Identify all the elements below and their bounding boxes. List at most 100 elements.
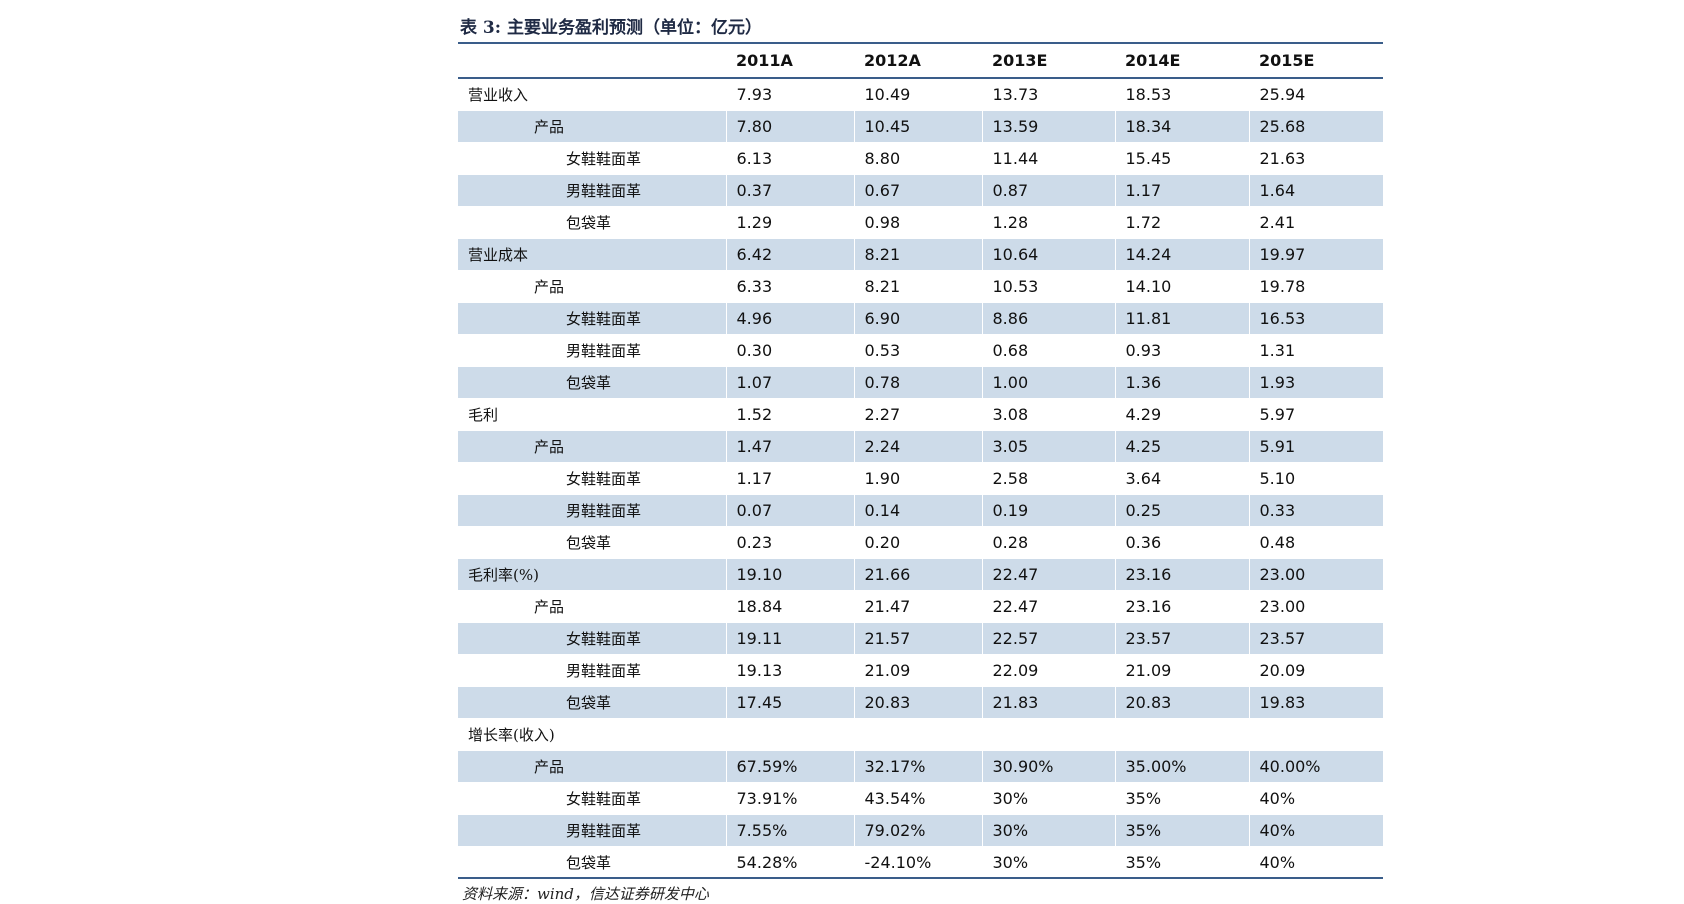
value-cell-2011a: 19.13 [725, 654, 854, 687]
table-body: 营业收入 7.93 10.49 13.73 18.53 25.94 产品 7.80 10.45 1… [458, 78, 1383, 879]
table-row: 女鞋鞋面革 6.13 8.80 11.44 15.45 21.63 [458, 142, 1383, 175]
value-cell-2011a: 17.45 [725, 686, 854, 719]
table-row: 产品 1.47 2.24 3.05 4.25 5.91 [458, 430, 1383, 463]
table-row: 增长率(收入) [458, 718, 1383, 751]
value-cell-2013e: 21.83 [981, 686, 1115, 719]
value-cell-2011a: 7.93 [725, 78, 854, 111]
table-row: 包袋革 17.45 20.83 21.83 20.83 19.83 [458, 686, 1383, 719]
value-cell-2014e: 35% [1114, 846, 1249, 879]
value-cell-2015e: 40.00% [1248, 750, 1383, 783]
value-cell-2011a: 1.07 [725, 366, 854, 399]
value-cell-2014e: 3.64 [1114, 462, 1249, 495]
value-cell-2014e: 35% [1114, 782, 1249, 815]
value-cell-2011a: 1.29 [725, 206, 854, 239]
table-row: 包袋革 54.28% -24.10% 30% 35% 40% [458, 846, 1383, 879]
value-cell-2013e [981, 718, 1115, 751]
value-cell-2011a: 1.52 [725, 398, 854, 431]
row-label: 产品 [458, 750, 726, 783]
value-cell-2015e: 40% [1248, 814, 1383, 847]
row-label: 包袋革 [458, 206, 726, 239]
table-row: 男鞋鞋面革 19.13 21.09 22.09 21.09 20.09 [458, 654, 1383, 687]
value-cell-2015e: 2.41 [1248, 206, 1383, 239]
value-cell-2013e: 13.73 [981, 78, 1115, 111]
value-cell-2012a: 0.14 [853, 494, 982, 527]
value-cell-2014e: 23.57 [1114, 622, 1249, 655]
value-cell-2014e: 0.36 [1114, 526, 1249, 559]
value-cell-2013e: 0.87 [981, 174, 1115, 207]
table-row: 营业成本 6.42 8.21 10.64 14.24 19.97 [458, 238, 1383, 271]
value-cell-2015e: 23.57 [1248, 622, 1383, 655]
row-label: 营业成本 [458, 238, 726, 271]
value-cell-2013e: 22.57 [981, 622, 1115, 655]
value-cell-2015e: 1.64 [1248, 174, 1383, 207]
value-cell-2015e: 23.00 [1248, 558, 1383, 591]
row-label: 男鞋鞋面革 [458, 334, 726, 367]
header-row: 2011A 2012A 2013E 2014E 2015E [458, 44, 1383, 79]
value-cell-2012a: 79.02% [853, 814, 982, 847]
value-cell-2015e: 0.48 [1248, 526, 1383, 559]
value-cell-2013e: 1.00 [981, 366, 1115, 399]
value-cell-2011a: 6.42 [725, 238, 854, 271]
value-cell-2012a: 8.21 [853, 238, 982, 271]
table-row: 包袋革 1.29 0.98 1.28 1.72 2.41 [458, 206, 1383, 239]
value-cell-2015e: 40% [1248, 846, 1383, 879]
value-cell-2012a: 8.80 [853, 142, 982, 175]
value-cell-2015e: 19.78 [1248, 270, 1383, 303]
value-cell-2014e [1114, 718, 1249, 751]
value-cell-2015e: 40% [1248, 782, 1383, 815]
value-cell-2011a: 1.17 [725, 462, 854, 495]
value-cell-2014e: 35.00% [1114, 750, 1249, 783]
value-cell-2013e: 22.47 [981, 558, 1115, 591]
value-cell-2012a: 1.90 [853, 462, 982, 495]
row-label: 男鞋鞋面革 [458, 654, 726, 687]
table-row: 女鞋鞋面革 4.96 6.90 8.86 11.81 16.53 [458, 302, 1383, 335]
value-cell-2013e: 2.58 [981, 462, 1115, 495]
table-row: 包袋革 1.07 0.78 1.00 1.36 1.93 [458, 366, 1383, 399]
value-cell-2013e: 1.28 [981, 206, 1115, 239]
value-cell-2015e: 16.53 [1248, 302, 1383, 335]
row-label: 毛利率(%) [458, 558, 726, 591]
header-cell-2012a: 2012A [854, 44, 982, 79]
value-cell-2011a [725, 718, 854, 751]
value-cell-2013e: 22.09 [981, 654, 1115, 687]
row-label: 女鞋鞋面革 [458, 462, 726, 495]
value-cell-2012a: -24.10% [853, 846, 982, 879]
row-label: 包袋革 [458, 846, 726, 879]
value-cell-2014e: 4.25 [1114, 430, 1249, 463]
value-cell-2012a: 21.09 [853, 654, 982, 687]
row-label: 女鞋鞋面革 [458, 782, 726, 815]
row-label: 产品 [458, 110, 726, 143]
value-cell-2011a: 0.30 [725, 334, 854, 367]
value-cell-2014e: 14.24 [1114, 238, 1249, 271]
table-row: 毛利率(%) 19.10 21.66 22.47 23.16 23.00 [458, 558, 1383, 591]
title-rule [458, 42, 1383, 44]
value-cell-2012a: 0.78 [853, 366, 982, 399]
value-cell-2014e: 15.45 [1114, 142, 1249, 175]
value-cell-2012a: 0.67 [853, 174, 982, 207]
header-cell-2013e: 2013E [982, 44, 1115, 79]
value-cell-2014e: 14.10 [1114, 270, 1249, 303]
value-cell-2015e: 25.94 [1248, 78, 1383, 111]
table-row: 产品 67.59% 32.17% 30.90% 35.00% 40.00% [458, 750, 1383, 783]
value-cell-2013e: 0.19 [981, 494, 1115, 527]
value-cell-2013e: 0.68 [981, 334, 1115, 367]
value-cell-2011a: 67.59% [725, 750, 854, 783]
source-note: 资料来源：wind，信达证券研发中心 [462, 885, 709, 903]
value-cell-2012a: 21.47 [853, 590, 982, 623]
value-cell-2015e: 0.33 [1248, 494, 1383, 527]
value-cell-2014e: 1.36 [1114, 366, 1249, 399]
table-row: 产品 18.84 21.47 22.47 23.16 23.00 [458, 590, 1383, 623]
table-row: 女鞋鞋面革 19.11 21.57 22.57 23.57 23.57 [458, 622, 1383, 655]
value-cell-2011a: 19.11 [725, 622, 854, 655]
row-label: 女鞋鞋面革 [458, 142, 726, 175]
table-row: 包袋革 0.23 0.20 0.28 0.36 0.48 [458, 526, 1383, 559]
value-cell-2013e: 22.47 [981, 590, 1115, 623]
value-cell-2015e: 1.93 [1248, 366, 1383, 399]
value-cell-2015e: 5.10 [1248, 462, 1383, 495]
value-cell-2012a: 0.53 [853, 334, 982, 367]
value-cell-2013e: 13.59 [981, 110, 1115, 143]
value-cell-2011a: 0.37 [725, 174, 854, 207]
value-cell-2012a: 21.66 [853, 558, 982, 591]
value-cell-2014e: 4.29 [1114, 398, 1249, 431]
table-row: 女鞋鞋面革 1.17 1.90 2.58 3.64 5.10 [458, 462, 1383, 495]
